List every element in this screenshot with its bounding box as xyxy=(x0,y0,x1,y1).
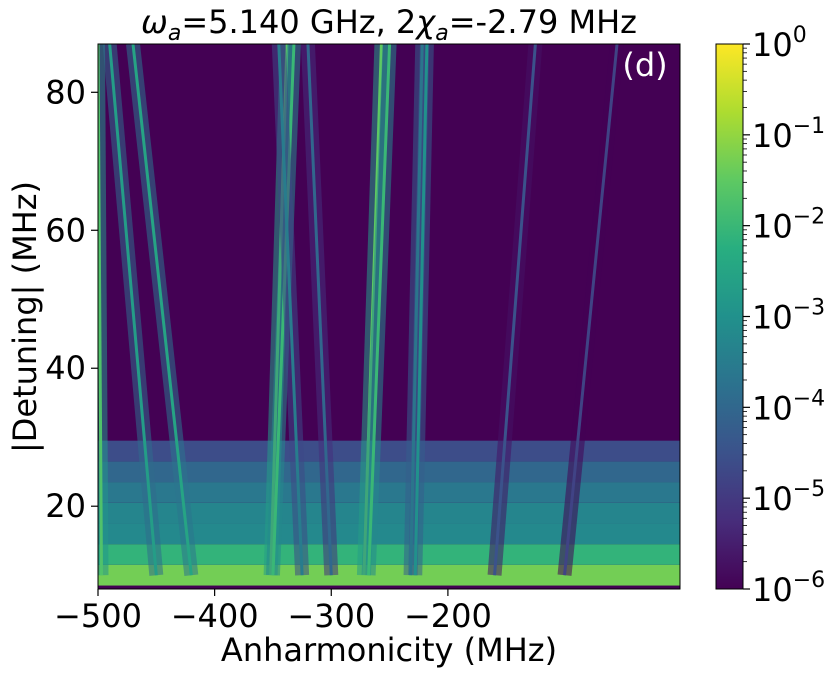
detuning-band xyxy=(98,482,680,503)
resonance-line xyxy=(413,44,429,576)
colorbar-tick-label: 10−3 xyxy=(752,296,825,337)
colorbar-axis: 100 10−1 10−2 10−3 10−4 10−5 10−6 xyxy=(743,23,825,609)
resonance-line xyxy=(277,44,304,576)
chart-title: ωa=5.140 GHz, 2χa=-2.79 MHz xyxy=(141,3,637,46)
resonance-line xyxy=(367,44,392,576)
panel-label: (d) xyxy=(622,46,667,84)
colorbar-tick-label: 10−6 xyxy=(752,568,825,609)
x-tick-label: −200 xyxy=(404,597,492,635)
x-tick-label: −300 xyxy=(287,597,375,635)
colorbar-tick-label: 10−5 xyxy=(752,477,825,518)
colorbar xyxy=(715,43,744,590)
detuning-band xyxy=(98,461,680,483)
y-tick-label: 80 xyxy=(45,73,86,111)
heatmap xyxy=(98,44,680,589)
detuning-band xyxy=(98,502,680,524)
detuning-band xyxy=(98,440,680,462)
x-axis-label: Anharmonicity (MHz) xyxy=(221,631,557,669)
colorbar-tick-label: 10−1 xyxy=(752,114,825,155)
low-detuning-bands xyxy=(98,440,680,586)
y-tick-label: 40 xyxy=(45,349,86,387)
resonance-line xyxy=(108,44,158,576)
resonance-lines xyxy=(98,44,624,576)
detuning-band xyxy=(98,523,680,545)
x-axis: −500 −400 −300 −200 xyxy=(54,589,492,635)
resonance-line xyxy=(306,44,333,576)
detuning-band xyxy=(98,564,680,586)
colorbar-tick-label: 10−2 xyxy=(752,205,825,246)
y-axis: 20 40 60 80 xyxy=(45,73,98,525)
resonance-line xyxy=(131,44,193,576)
resonance-line xyxy=(98,44,103,576)
y-axis-label: |Detuning| (MHz) xyxy=(6,181,44,453)
x-tick-label: −500 xyxy=(54,597,142,635)
colorbar-tick-label: 10−4 xyxy=(752,386,825,427)
plot-frame xyxy=(97,43,681,590)
y-tick-label: 20 xyxy=(45,487,86,525)
detuning-band xyxy=(98,544,680,565)
x-tick-label: −400 xyxy=(171,597,259,635)
colorbar-tick-label: 100 xyxy=(752,23,807,64)
resonance-line xyxy=(493,44,537,576)
resonance-line xyxy=(563,44,619,576)
y-tick-label: 60 xyxy=(45,211,86,249)
